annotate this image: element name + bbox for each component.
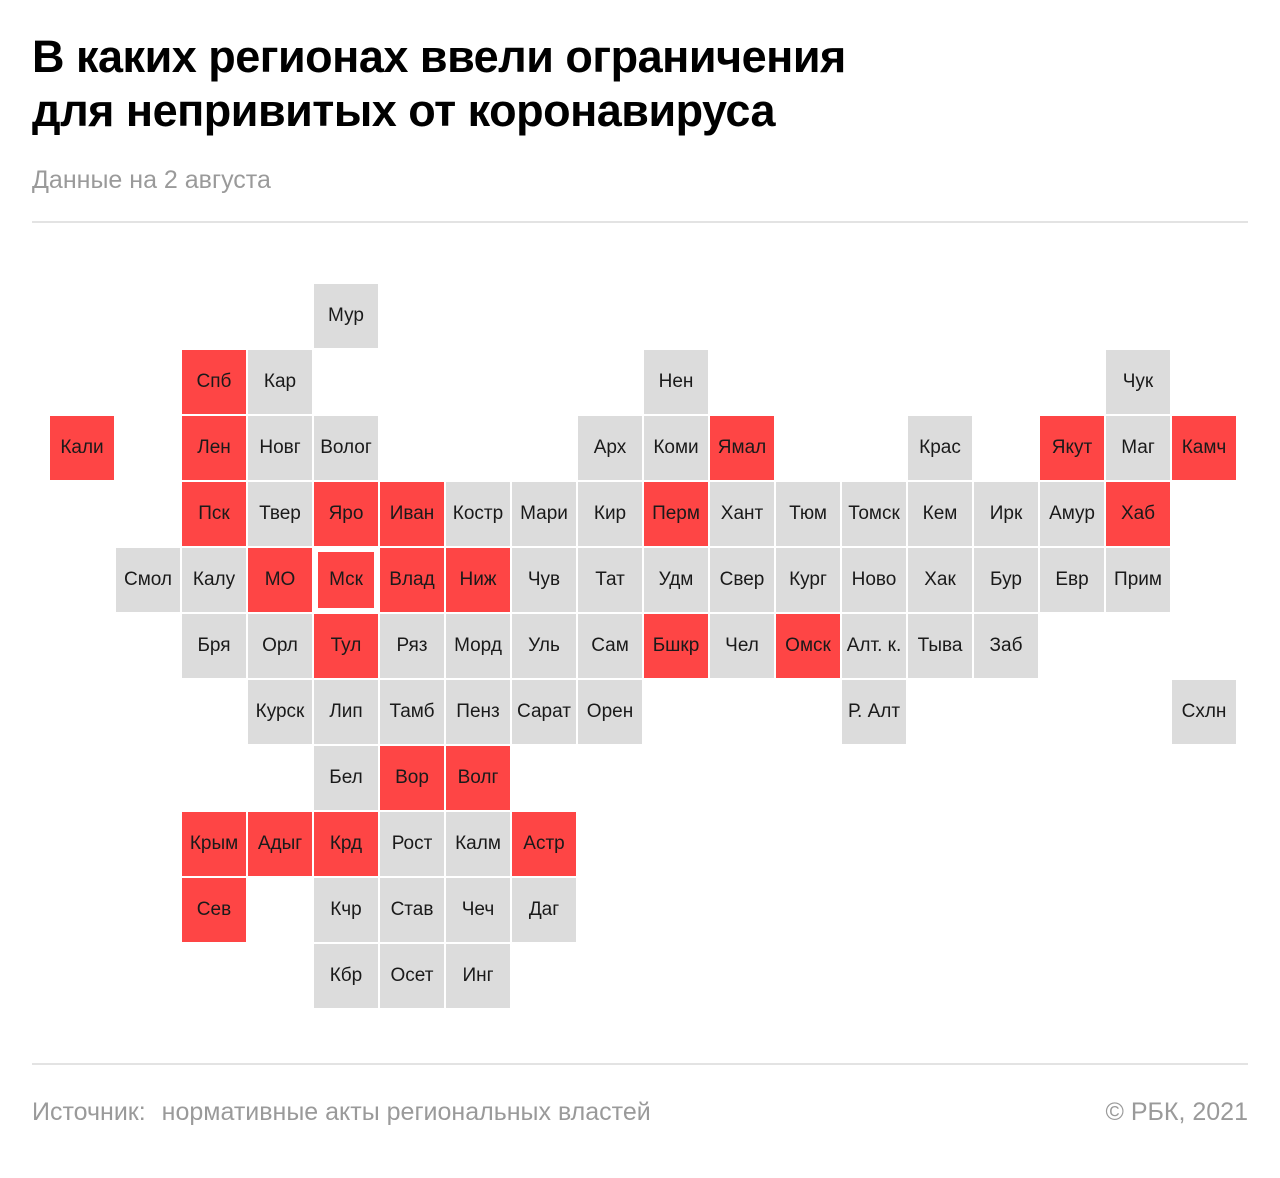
region-tile: Астр [512,812,576,876]
region-tile: Сарат [512,680,576,744]
top-divider [32,221,1248,223]
region-tile: Даг [512,878,576,942]
region-tile: Ряз [380,614,444,678]
region-tile: Влад [380,548,444,612]
region-tile: Томск [842,482,906,546]
region-tile: Хант [710,482,774,546]
region-tile: Тат [578,548,642,612]
chart-title-line-1: В каких регионах ввели ограничения [32,31,846,82]
region-tile: Бшкр [644,614,708,678]
region-tile: Инг [446,944,510,1008]
region-tile: Пенз [446,680,510,744]
region-tile: Маг [1106,416,1170,480]
region-tile: Алт. к. [842,614,906,678]
region-tile: Иван [380,482,444,546]
region-tile: Прим [1106,548,1170,612]
chart-title: В каких регионах ввели ограничения для н… [32,30,1232,138]
region-tile: Смол [116,548,180,612]
region-tile: Уль [512,614,576,678]
source-label: Источник: [32,1098,146,1126]
region-tile: Амур [1040,482,1104,546]
region-tile: Волг [446,746,510,810]
source-text: нормативные акты региональных властей [161,1098,651,1126]
region-tile: Калм [446,812,510,876]
region-tile: Кчр [314,878,378,942]
chart-title-line-2: для непривитых от коронавируса [32,85,776,136]
region-tile: Тул [314,614,378,678]
region-tile: Кург [776,548,840,612]
region-tile: Тыва [908,614,972,678]
region-tile: Чув [512,548,576,612]
region-tile: Крд [314,812,378,876]
region-tile: Заб [974,614,1038,678]
region-tile: Лен [182,416,246,480]
region-tile: Коми [644,416,708,480]
region-tile: Спб [182,350,246,414]
region-tile: Р. Алт [842,680,906,744]
region-tile: Кем [908,482,972,546]
region-tile: Ирк [974,482,1038,546]
region-tile: МО [248,548,312,612]
region-tile: Тамб [380,680,444,744]
copyright: © РБК, 2021 [1105,1098,1248,1126]
region-tile: Тюм [776,482,840,546]
bottom-divider [32,1063,1248,1065]
region-tile: Орен [578,680,642,744]
region-tile: Мари [512,482,576,546]
region-tile: Евр [1040,548,1104,612]
region-tile: Перм [644,482,708,546]
region-tile: Морд [446,614,510,678]
region-tile: Орл [248,614,312,678]
region-tile: Ново [842,548,906,612]
region-tile: Став [380,878,444,942]
region-tile: Ниж [446,548,510,612]
region-tile: Бел [314,746,378,810]
region-tile: Курск [248,680,312,744]
region-tile: Рост [380,812,444,876]
region-tile: Яро [314,482,378,546]
region-tile: Калу [182,548,246,612]
region-tile: Ямал [710,416,774,480]
region-tile: Нен [644,350,708,414]
region-tile: Адыг [248,812,312,876]
region-tile: Бур [974,548,1038,612]
region-tile: Хак [908,548,972,612]
source-note: Источник: нормативные акты региональных в… [32,1098,651,1127]
region-tile: Якут [1040,416,1104,480]
region-tile: Удм [644,548,708,612]
region-tile: Осет [380,944,444,1008]
region-tile: Крас [908,416,972,480]
region-tile: Кар [248,350,312,414]
region-tile: Бря [182,614,246,678]
region-tile: Мск [314,548,378,612]
region-tile: Лип [314,680,378,744]
region-tile: Сам [578,614,642,678]
region-tile: Чеч [446,878,510,942]
region-tile: Чук [1106,350,1170,414]
region-tile: Вор [380,746,444,810]
region-tile: Арх [578,416,642,480]
region-tile: Камч [1172,416,1236,480]
region-tile: Волог [314,416,378,480]
region-tile: Омск [776,614,840,678]
region-tile: Чел [710,614,774,678]
region-tile: Новг [248,416,312,480]
region-tile: Кир [578,482,642,546]
region-tile: Свер [710,548,774,612]
region-tile: Хаб [1106,482,1170,546]
region-tile: Костр [446,482,510,546]
region-tile: Твер [248,482,312,546]
chart-subtitle: Данные на 2 августа [32,166,271,194]
region-tile: Крым [182,812,246,876]
region-tile: Пск [182,482,246,546]
region-tile: Мур [314,284,378,348]
region-tile: Сев [182,878,246,942]
region-tile: Схлн [1172,680,1236,744]
region-tile: Кбр [314,944,378,1008]
region-tile: Кали [50,416,114,480]
